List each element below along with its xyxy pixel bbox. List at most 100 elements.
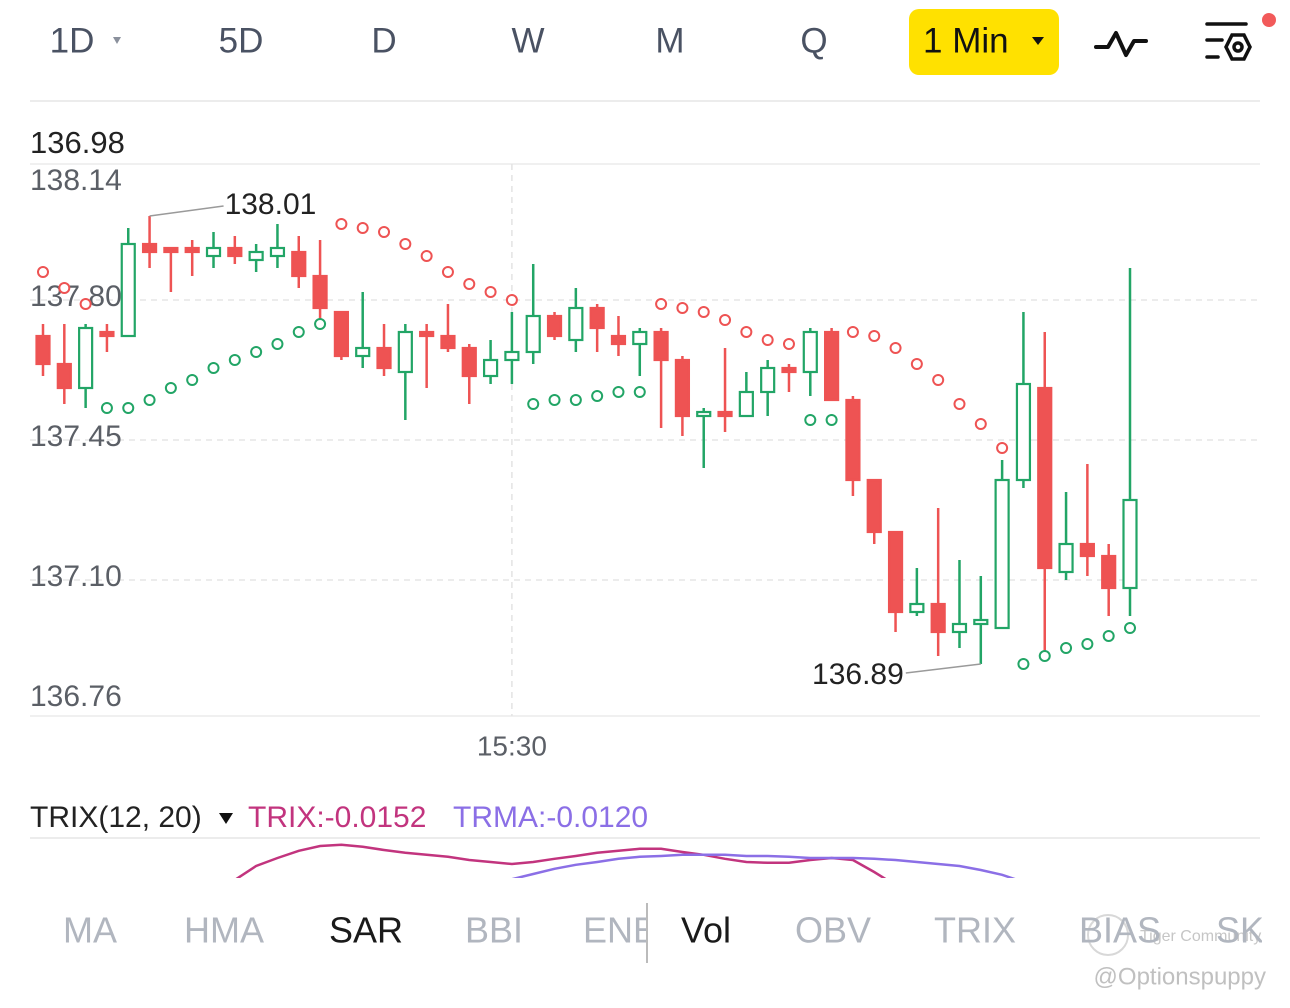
dropdown-arrow[interactable] [1032,37,1044,45]
sar-dot [910,358,923,370]
candle-body [461,346,477,378]
sar-dot [335,218,348,230]
sar-dot [420,250,433,262]
indicator-icon[interactable] [1094,31,1148,57]
sar-dot [79,298,92,310]
time-tab[interactable]: W [511,21,544,60]
candle-body [1079,542,1095,558]
candle-body [333,310,349,358]
candle-body [1015,382,1032,482]
annotation-leader [149,205,224,217]
indicator-tab[interactable]: BIAS [1079,910,1161,951]
x-tick-label: 15:30 [477,730,547,761]
sar-dot [932,374,945,386]
sar-dot [953,398,966,410]
icon-stroke [1232,41,1244,53]
candle-body [951,622,968,634]
sar-dot [1102,630,1115,642]
time-tab[interactable]: 1D [50,21,95,60]
candle-body [909,602,925,614]
candle-body [1058,542,1074,574]
indicator-bar [0,880,1290,1008]
sar-dot [782,338,795,350]
dropdown-arrow[interactable] [113,37,121,44]
indicator-tab[interactable]: Vol [681,910,731,951]
annotation-leader [905,663,981,674]
time-tab[interactable]: D [371,21,396,60]
candle-body [184,246,200,254]
watermark: Tiger Community [1140,928,1261,945]
candle-body [141,242,158,254]
overlay-label: 136.98 [30,125,125,160]
sar-dot [463,278,476,290]
time-tab[interactable]: 5D [219,21,264,60]
indicator-tab[interactable]: SK [1216,910,1264,951]
sar-dot [505,294,518,306]
candle-body [568,306,584,342]
legend-entry: TRMA:-0.0120 [453,801,648,834]
candle-body [866,478,882,534]
sar-dot [271,338,284,350]
indicator-tab[interactable]: HMA [184,910,264,951]
y-tick-label: 137.45 [30,420,122,453]
indicator-lines [235,843,1016,878]
sar-dot [719,314,732,326]
candle-body [653,330,669,362]
candle-body [504,350,520,362]
sar-dot [569,394,582,406]
candle-body [845,398,861,482]
indicator-tab[interactable]: BBI [465,910,523,951]
indicator-tab[interactable]: SAR [329,910,403,951]
candle-body [56,362,72,390]
candle-body [35,334,51,366]
sar-dot [399,238,412,250]
sar-dot [100,402,113,414]
indicator-tab[interactable]: TRIX [934,910,1016,951]
candle-body [994,478,1010,630]
candle-body [589,306,605,330]
indicator-tab[interactable]: MA [63,910,117,951]
indicator-title[interactable]: TRIX(12, 20) [30,801,202,834]
sar-dot [292,326,305,338]
candle-body [760,366,776,394]
sar-dot [697,306,710,318]
candle-body [397,330,413,374]
candle-body [440,334,456,350]
time-tab[interactable]: M [655,21,684,60]
indicator-tab[interactable]: OBV [795,910,871,951]
candle-body [376,346,392,370]
candle-body [525,314,541,354]
candle-body [312,274,328,310]
grid [30,163,1260,717]
candle-body [248,250,264,262]
active-tab-highlight [909,9,1059,75]
sar-dot [868,330,881,342]
indicator-tab[interactable]: ENE [583,910,657,951]
sar-dot [527,398,540,410]
high-annotation: 138.01 [225,188,317,221]
sar-dot [37,266,49,278]
indicator-line [235,843,887,878]
candle-body [1037,386,1053,570]
sar-dot [1038,650,1051,662]
candle-body [269,246,286,258]
sar-dot [548,394,561,406]
candle-body [802,330,818,374]
candle-body [717,410,733,418]
sar-dot [314,318,327,330]
dropdown-arrow[interactable] [219,813,233,824]
time-tab[interactable]: Q [800,21,827,60]
y-tick-label: 137.10 [30,560,122,593]
candle-body [163,246,179,254]
sar-dot [58,282,71,294]
time-tab[interactable]: 1 Min [923,21,1009,60]
tabs-right: Vol OBV TRIX BIAS SK [681,910,1264,951]
watermark-logo [1087,914,1129,956]
sar-dot [825,414,838,426]
y-tick-label: 138.14 [30,164,122,197]
sar-dot [676,302,689,314]
settings-icon[interactable] [1205,22,1252,61]
icon-stroke [1224,33,1252,61]
